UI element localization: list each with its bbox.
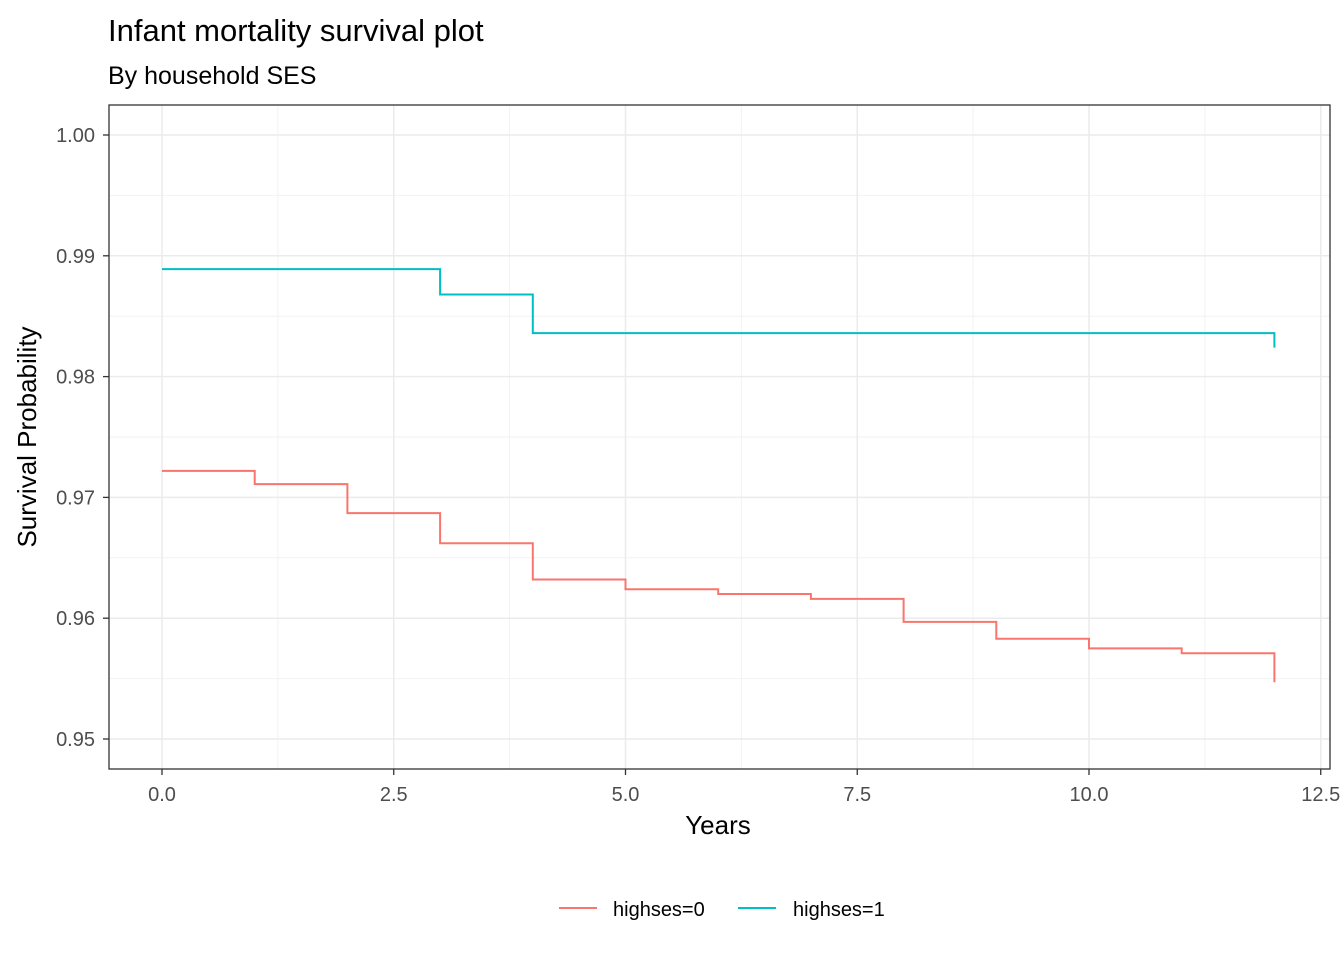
x-axis-title: Years xyxy=(685,810,751,840)
y-tick-label: 0.99 xyxy=(56,246,95,268)
legend-label-2: highses=1 xyxy=(793,899,885,921)
chart-subtitle: By household SES xyxy=(108,62,316,90)
y-tick-label: 1.00 xyxy=(56,125,95,147)
x-tick-label: 10.0 xyxy=(1070,784,1109,806)
major-gridlines xyxy=(109,105,1330,769)
minor-gridlines xyxy=(109,105,1330,769)
y-axis-title: Survival Probability xyxy=(12,326,42,547)
y-tick-label: 0.97 xyxy=(56,487,95,509)
y-tick-label: 0.96 xyxy=(56,608,95,630)
y-tick-label: 0.98 xyxy=(56,367,95,389)
legend-label-1: highses=0 xyxy=(613,899,705,921)
x-tick-label: 12.5 xyxy=(1301,784,1340,806)
x-tick-label: 5.0 xyxy=(612,784,640,806)
x-axis-ticks: 0.0 2.5 5.0 7.5 10.0 12.5 xyxy=(148,769,1340,806)
x-tick-label: 2.5 xyxy=(380,784,408,806)
y-tick-label: 0.95 xyxy=(56,729,95,751)
x-tick-label: 0.0 xyxy=(148,784,176,806)
x-tick-label: 7.5 xyxy=(843,784,871,806)
series-layer xyxy=(162,268,1276,683)
plot-panel-border xyxy=(108,104,1331,770)
chart-title: Infant mortality survival plot xyxy=(108,13,484,48)
legend: highses=0 highses=1 xyxy=(559,899,885,921)
survival-curve-2 xyxy=(162,268,1276,348)
y-axis-ticks: 0.95 0.96 0.97 0.98 0.99 1.00 xyxy=(56,125,109,751)
survival-curve-1 xyxy=(162,469,1276,683)
